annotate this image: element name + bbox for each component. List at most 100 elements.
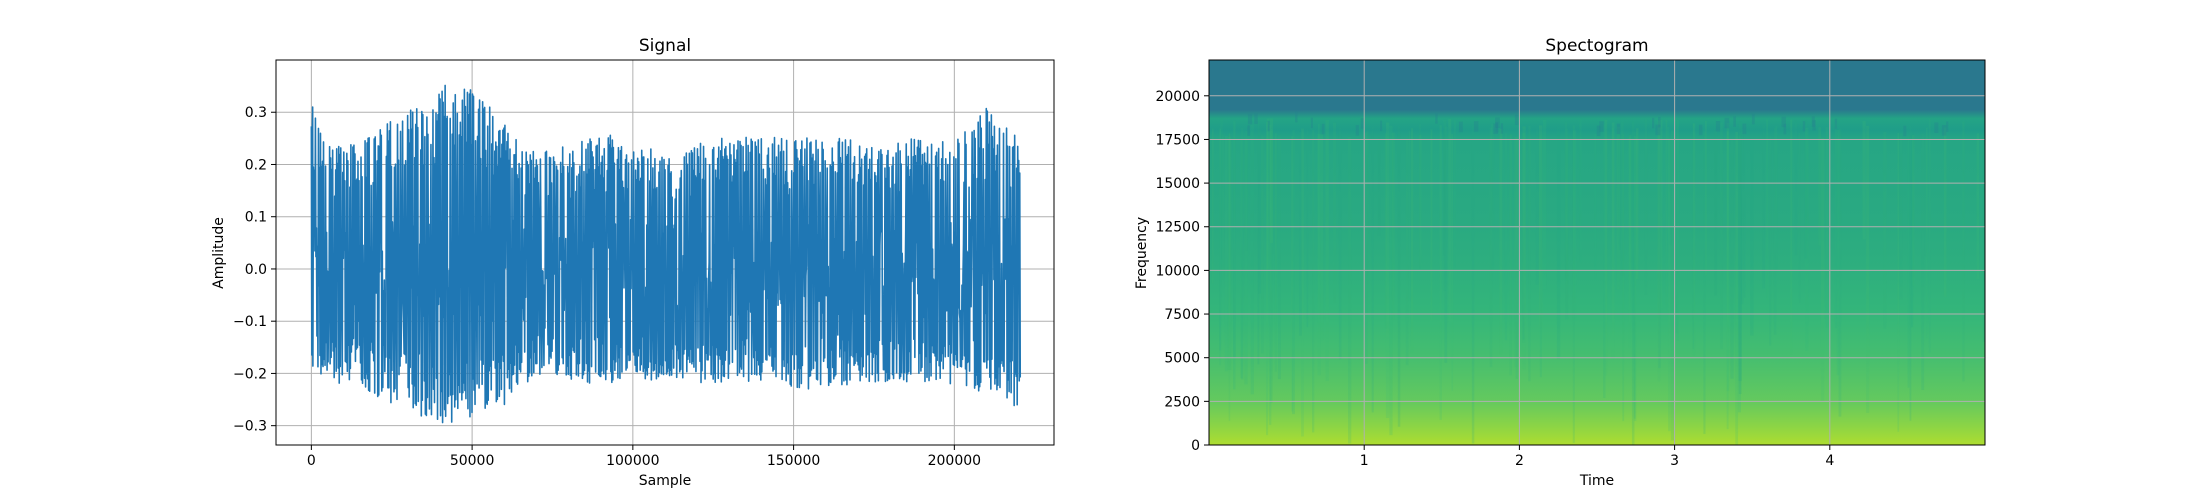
- spectrogram-xlabel: Time: [1579, 473, 1614, 489]
- spectrogram-texture-streak: [1669, 138, 1672, 246]
- spectrogram-texture-streak: [1733, 116, 1736, 127]
- spectrogram-texture-streak: [1261, 135, 1264, 354]
- spectrogram-texture-streak: [1825, 127, 1829, 328]
- spectrogram-texture-streak: [1299, 131, 1302, 336]
- spectrogram-texture-streak: [1692, 122, 1695, 350]
- spectrogram-texture-streak: [1250, 124, 1254, 395]
- spectrogram-texture-streak: [1495, 122, 1499, 133]
- spectrogram-texture-streak: [1221, 134, 1225, 280]
- spectrogram-texture-streak: [1773, 128, 1777, 335]
- spectrogram-texture-streak: [1522, 126, 1526, 370]
- spectrogram-texture-streak: [1838, 128, 1842, 417]
- spectrogram-texture-streak: [1657, 120, 1661, 382]
- spectrogram-axes: Spectogram 1 2 3 4 0 2500 5000 7500 10000 12500 1…: [1134, 36, 1986, 489]
- spectrogram-texture-streak: [1715, 121, 1721, 132]
- spectrogram-texture-streak: [1528, 125, 1531, 382]
- spectrogram-texture-streak: [1444, 126, 1448, 247]
- spectrogram-texture-streak: [1812, 120, 1816, 131]
- spectrogram-texture-streak: [1862, 121, 1866, 240]
- spectrogram-texture-streak: [1325, 120, 1329, 382]
- spectrogram-texture-streak: [1594, 133, 1597, 279]
- spectrogram-texture-streak: [1360, 118, 1365, 129]
- spectrogram-texture-streak: [1443, 119, 1447, 291]
- spectrogram-texture-streak: [1616, 126, 1620, 290]
- spectrogram-texture-streak: [1539, 134, 1542, 378]
- spectrogram-texture-streak: [1976, 133, 1980, 279]
- spectrogram-texture-streak: [1240, 138, 1243, 379]
- spectrogram-y-tick-label: 5000: [1164, 351, 1200, 367]
- spectrogram-texture-streak: [1269, 130, 1273, 403]
- signal-y-tick-label: 0.1: [245, 210, 267, 226]
- spectrogram-texture-streak: [1397, 126, 1401, 427]
- spectrogram-texture-streak: [1946, 121, 1949, 132]
- spectrogram-y-tick-label: 7500: [1164, 307, 1200, 323]
- spectrogram-texture-streak: [1443, 129, 1446, 256]
- spectrogram-texture-streak: [1616, 123, 1621, 135]
- spectrogram-texture-streak: [1751, 113, 1755, 125]
- spectrogram-texture-streak: [1599, 121, 1604, 132]
- signal-frame: [275, 59, 1055, 446]
- spectrogram-texture-streak: [1247, 125, 1250, 136]
- spectrogram-texture-streak: [1495, 117, 1500, 128]
- spectrogram-texture-streak: [1704, 120, 1707, 276]
- spectrogram-texture-streak: [1564, 121, 1568, 281]
- spectrogram-texture-streak: [1703, 130, 1706, 434]
- spectrogram-y-tick-label: 17500: [1155, 132, 1200, 148]
- spectrogram-texture-streak: [1738, 121, 1742, 394]
- spectrogram-texture-streak: [1490, 123, 1495, 271]
- spectrogram-x-tick-label: 1: [1360, 453, 1369, 469]
- spectrogram-texture-streak: [1866, 125, 1870, 413]
- spectrogram-texture-streak: [1603, 124, 1606, 398]
- spectrogram-texture-streak: [1292, 130, 1295, 415]
- signal-y-tick-label: 0.2: [245, 157, 267, 173]
- spectrogram-texture-streak: [1265, 121, 1269, 436]
- spectrogram-texture-streak: [1306, 129, 1309, 328]
- spectrogram-texture-streak: [1668, 138, 1671, 432]
- spectrogram-texture-streak: [1924, 137, 1928, 257]
- spectrogram-texture-streak: [1220, 118, 1223, 260]
- spectrogram-texture-streak: [1726, 131, 1729, 430]
- spectrogram-texture-streak: [1241, 128, 1244, 380]
- spectrogram-texture-streak: [1499, 128, 1503, 355]
- spectrogram-texture-streak: [1572, 130, 1577, 321]
- spectrogram-texture-streak: [1804, 120, 1808, 259]
- spectrogram-texture-streak: [1743, 124, 1746, 298]
- spectrogram-texture-streak: [1658, 133, 1661, 369]
- spectrogram-texture-streak: [1430, 129, 1433, 321]
- spectrogram-texture-streak: [1692, 123, 1696, 356]
- spectrogram-texture-streak: [1493, 123, 1498, 134]
- spectrogram-texture-streak: [1943, 127, 1947, 297]
- spectrogram-texture-streak: [1897, 132, 1900, 432]
- spectrogram-texture-streak: [1818, 127, 1822, 246]
- spectrogram-texture-streak: [1740, 128, 1744, 305]
- spectrogram-texture-streak: [1410, 128, 1414, 354]
- spectrogram-texture-streak: [1224, 136, 1229, 372]
- spectrogram-texture-streak: [1257, 122, 1260, 365]
- signal-y-tick-label: −0.3: [233, 419, 267, 435]
- spectrogram-texture-streak: [1631, 121, 1635, 445]
- spectrogram-y-tick-label: 2500: [1164, 394, 1200, 410]
- spectrogram-texture-streak: [1883, 131, 1887, 329]
- spectrogram-texture-streak: [1762, 125, 1765, 289]
- spectrogram-texture-streak: [1834, 118, 1838, 130]
- spectrogram-texture-streak: [1909, 125, 1912, 421]
- spectrogram-texture-streak: [1267, 120, 1270, 132]
- spectrogram-texture-streak: [1907, 137, 1910, 388]
- spectrogram-texture-streak: [1735, 131, 1739, 445]
- spectrogram-texture-streak: [1730, 138, 1734, 379]
- spectrogram-texture-streak: [1775, 126, 1778, 269]
- spectrogram-texture-streak: [1926, 127, 1928, 338]
- signal-y-tick-label: 0.0: [245, 262, 267, 278]
- spectrogram-texture-streak: [1338, 127, 1342, 360]
- spectrogram-texture-streak: [1458, 121, 1463, 133]
- spectrogram-texture-streak: [1618, 135, 1621, 250]
- signal-y-tick-label: −0.1: [233, 314, 267, 330]
- spectrogram-texture-streak: [1295, 111, 1298, 123]
- spectrogram-y-tick-label: 15000: [1155, 176, 1200, 192]
- spectrogram-texture-streak: [1471, 125, 1475, 444]
- spectrogram-texture-streak: [1448, 118, 1452, 322]
- spectrogram-texture-streak: [1348, 136, 1352, 444]
- spectrogram-texture-streak: [1509, 134, 1512, 376]
- spectrogram-y-ticks: 0 2500 5000 7500 10000 12500 15000 17500 20000: [1155, 89, 1209, 454]
